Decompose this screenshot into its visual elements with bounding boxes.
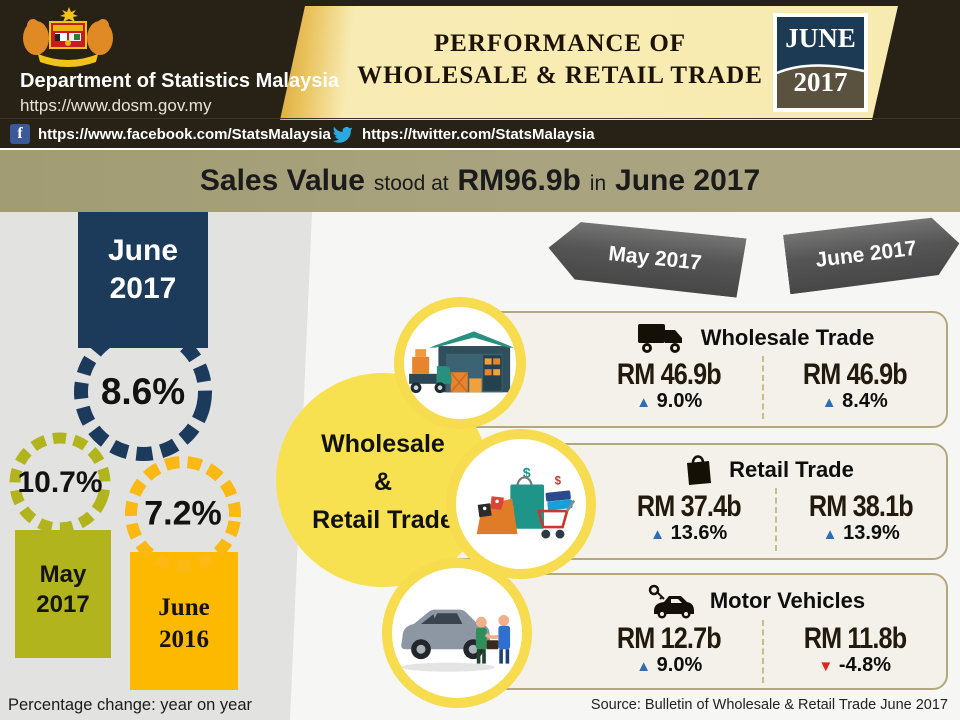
- arrow-may-label: May 2017: [607, 242, 703, 275]
- yoy-change: 13.6%: [670, 522, 728, 544]
- header: Department of Statistics Malaysia https:…: [0, 0, 960, 148]
- motor-may-column: RM 12.7b ▲ 9.0%: [577, 620, 762, 683]
- yoy-change: 9.0%: [656, 390, 703, 412]
- june-2016-label: June 2016: [130, 592, 238, 656]
- facebook-link: https://www.facebook.com/StatsMalaysia: [38, 126, 331, 143]
- chevron-ring-june-2017: [74, 323, 212, 461]
- motor-june-column: RM 11.8b ▼ -4.8%: [761, 620, 947, 683]
- yoy-change: -4.8%: [838, 654, 892, 676]
- sales-value: RM 46.9b: [617, 358, 722, 391]
- car-key-icon: [648, 584, 694, 619]
- facebook-icon: f: [10, 124, 30, 144]
- sales-value: RM 38.1b: [809, 490, 914, 523]
- warehouse-truck-illustration: [409, 331, 514, 394]
- sales-value: RM 37.4b: [636, 490, 742, 523]
- ribbon-year: 2017: [109, 272, 177, 305]
- yoy-change: 8.4%: [842, 390, 888, 412]
- banner-value: RM96.9b: [457, 164, 581, 197]
- org-website: https://www.dosm.gov.my: [20, 96, 212, 115]
- down-arrow-icon: ▼: [818, 658, 834, 675]
- ribbon-month: June: [107, 234, 179, 267]
- wholesale-illustration-circle: [394, 297, 526, 429]
- may-month: May: [39, 561, 87, 588]
- sales-value: RM 11.8b: [803, 622, 907, 655]
- main-title-line1: PERFORMANCE OF: [433, 30, 687, 57]
- retail-june-column: RM 38.1b ▲ 13.9%: [774, 488, 947, 551]
- badge-year: 2017: [793, 67, 848, 97]
- svg-text:$: $: [523, 465, 531, 481]
- org-name: Department of Statistics Malaysia: [20, 70, 339, 92]
- sales-value-banner: Sales Value stood at RM96.9b in June 201…: [0, 150, 960, 212]
- yoy-change: 13.9%: [843, 522, 900, 544]
- wholesale-may-column: RM 46.9b ▲ 9.0%: [577, 356, 762, 419]
- row-title: Retail Trade: [729, 457, 854, 482]
- truck-icon: [637, 324, 682, 353]
- pct-may-2017: 10.7%: [17, 466, 103, 499]
- chevron-ring-may-2017: [9, 432, 111, 534]
- up-arrow-icon: ▲: [821, 394, 837, 411]
- up-arrow-icon: ▲: [636, 394, 652, 411]
- svg-text:$: $: [555, 476, 562, 488]
- arrow-june-label: June 2017: [814, 236, 918, 272]
- sales-value: RM 12.7b: [617, 622, 722, 655]
- month-badge: JUNE 2017: [773, 13, 868, 112]
- main-title-line2: WHOLESALE & RETAIL TRADE: [357, 62, 763, 89]
- june-2016-block: [130, 552, 238, 690]
- up-arrow-icon: ▲: [822, 526, 838, 543]
- pct-june-2017: 8.6%: [100, 371, 186, 412]
- up-arrow-icon: ▲: [650, 526, 666, 543]
- row-title: Wholesale Trade: [700, 325, 875, 350]
- shopping-bag-icon: [687, 455, 712, 485]
- malaysia-coat-of-arms: [23, 7, 113, 67]
- banner-mid2: in: [589, 172, 607, 195]
- retail-may-column: RM 37.4b ▲ 13.6%: [603, 488, 775, 551]
- banner-lead: Sales Value: [199, 164, 365, 197]
- chevron-ring-june-2016: [125, 456, 241, 572]
- yoy-change: 9.0%: [656, 654, 703, 676]
- may-year: 2017: [36, 591, 90, 618]
- badge-curve: [777, 64, 864, 108]
- up-arrow-icon: ▲: [636, 658, 652, 675]
- percentage-change-footnote: Percentage change: year on year: [8, 696, 252, 714]
- hub-label: Wholesale & Retail Trade: [312, 425, 454, 539]
- hub-line2: &: [373, 468, 393, 496]
- retail-illustration-circle: $ $: [446, 429, 596, 579]
- twitter-icon: [332, 126, 353, 143]
- june2016-month: June: [158, 594, 210, 621]
- row-title: Motor Vehicles: [709, 588, 866, 613]
- wholesale-june-column: RM 46.9b ▲ 8.4%: [761, 356, 947, 419]
- shopping-bags-illustration: $ $: [476, 465, 576, 539]
- sales-value: RM 46.9b: [802, 358, 908, 391]
- banner-mid1: stood at: [373, 172, 449, 195]
- twitter-link: https://twitter.com/StatsMalaysia: [362, 126, 595, 143]
- may-2017-block: [15, 530, 111, 658]
- pct-june-2016: 7.2%: [144, 494, 222, 533]
- hub-line3: Retail Trade: [312, 506, 454, 534]
- banner-period: June 2017: [615, 164, 761, 197]
- june2016-year: 2016: [159, 626, 209, 653]
- hub-line1: Wholesale: [321, 430, 445, 458]
- social-bar: [0, 118, 960, 149]
- june-2017-ribbon: June 2017: [78, 212, 208, 348]
- motor-illustration-circle: [382, 558, 532, 708]
- source-note: Source: Bulletin of Wholesale & Retail T…: [590, 697, 948, 713]
- may-block-label: May 2017: [15, 560, 111, 620]
- car-handshake-illustration: [401, 609, 511, 672]
- badge-month: JUNE: [785, 23, 856, 53]
